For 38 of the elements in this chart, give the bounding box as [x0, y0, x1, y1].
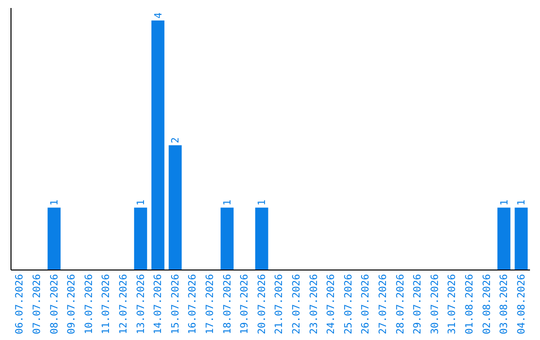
x-tick-label: 27.07.2026: [378, 274, 390, 334]
x-tick-label: 19.07.2026: [240, 274, 251, 334]
x-tick-label: 03.08.2026: [499, 274, 510, 334]
x-tick-label: 16.07.2026: [188, 274, 199, 334]
x-tick-label: 18.07.2026: [222, 274, 234, 334]
data-label: 1: [222, 200, 234, 206]
x-tick-label: 01.08.2026: [464, 274, 476, 334]
x-tick-label: 29.07.2026: [412, 274, 424, 334]
x-tick-label: 09.07.2026: [66, 274, 78, 334]
data-label: 4: [153, 12, 164, 18]
x-tick-label: 15.07.2026: [170, 274, 182, 334]
x-tick-label: 30.07.2026: [430, 274, 441, 334]
x-tick-label: 13.07.2026: [136, 274, 147, 334]
x-tick-label: 22.07.2026: [292, 274, 303, 334]
x-tick-label: 04.08.2026: [516, 274, 528, 334]
x-tick-label: 17.07.2026: [205, 274, 216, 334]
x-tick-label: 31.07.2026: [447, 274, 458, 334]
data-label: 1: [50, 200, 61, 206]
x-tick-label: 11.07.2026: [101, 274, 112, 334]
x-tick-label: 07.07.2026: [32, 274, 44, 334]
data-label: 1: [136, 200, 148, 206]
x-tick-label: 02.08.2026: [482, 274, 493, 334]
x-tick-label: 10.07.2026: [84, 274, 95, 334]
x-tick-label: 21.07.2026: [274, 274, 286, 334]
x-tick-label: 20.07.2026: [256, 274, 268, 334]
data-label: 1: [257, 200, 268, 206]
x-tick-label: 26.07.2026: [360, 274, 372, 334]
x-tick-label: 24.07.2026: [326, 274, 338, 334]
x-tick-label: 23.07.2026: [308, 274, 320, 334]
x-tick-label: 14.07.2026: [153, 274, 164, 334]
x-tick-label: 25.07.2026: [343, 274, 354, 334]
x-tick-label: 28.07.2026: [395, 274, 406, 334]
data-label: 2: [170, 137, 182, 144]
data-label: 1: [499, 200, 510, 206]
data-label: 1: [516, 200, 528, 206]
x-tick-label: 08.07.2026: [49, 274, 60, 334]
x-tick-label: 12.07.2026: [118, 274, 130, 334]
x-tick-label: 06.07.2026: [14, 274, 26, 334]
